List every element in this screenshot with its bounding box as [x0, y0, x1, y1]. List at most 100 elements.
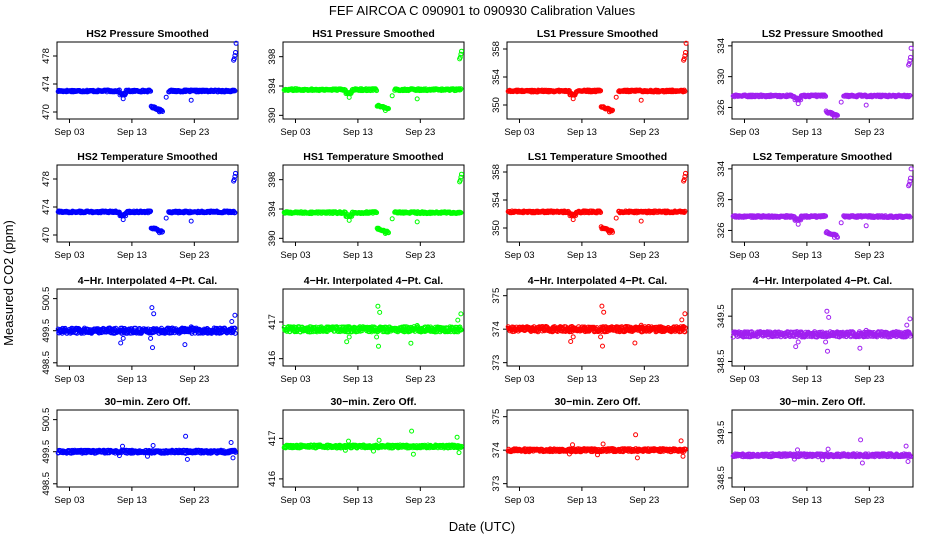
- data-point: [907, 93, 913, 98]
- data-point: [908, 175, 913, 181]
- data-point: [382, 108, 388, 113]
- data-point: [389, 216, 395, 222]
- data-point: [570, 217, 576, 223]
- data-point: [229, 319, 235, 324]
- panel-title: LS1 Temperature Smoothed: [528, 151, 667, 163]
- data-point: [638, 322, 644, 328]
- y-tick-label: 499.5: [41, 319, 52, 343]
- data-point: [188, 218, 194, 224]
- y-tick-label: 375: [491, 288, 502, 304]
- y-tick-label: 470: [41, 227, 52, 243]
- data-point: [232, 330, 238, 336]
- x-tick-label: Sep 03: [504, 374, 534, 385]
- panel-title: HS1 Temperature Smoothed: [303, 151, 443, 163]
- y-tick-label: 498.5: [41, 472, 52, 496]
- x-tick-label: Sep 23: [854, 374, 884, 385]
- plot-frame: [506, 164, 689, 243]
- data-point: [232, 325, 238, 331]
- panel-title: 30−min. Zero Off.: [104, 396, 190, 408]
- data-point: [374, 210, 380, 216]
- y-tick-label: 358: [491, 41, 502, 57]
- panel-ls1-4: 30−min. Zero Off.Sep 03 Sep 13 Sep 2337337…: [491, 396, 689, 506]
- panel-title: HS1 Pressure Smoothed: [312, 28, 435, 40]
- plot-frame: [282, 41, 465, 120]
- x-tick-label: Sep 23: [405, 127, 435, 138]
- panel-title: 4−Hr. Interpolated 4−Pt. Cal.: [304, 275, 444, 287]
- y-tick-label: 350: [491, 97, 502, 113]
- x-tick-label: Sep 13: [567, 250, 597, 261]
- x-tick-label: Sep 23: [405, 495, 435, 506]
- data-point: [233, 449, 238, 455]
- data-point: [459, 443, 464, 449]
- x-tick-label: Sep 03: [54, 250, 84, 261]
- x-tick-label: Sep 23: [179, 374, 209, 385]
- data-point: [683, 40, 689, 46]
- plot-frame: [506, 41, 689, 120]
- data-point: [377, 309, 383, 315]
- x-tick-label: Sep 03: [504, 495, 534, 506]
- data-point: [835, 234, 840, 240]
- panel-title: LS1 Pressure Smoothed: [537, 28, 658, 40]
- x-tick-label: Sep 03: [729, 374, 759, 385]
- x-tick-label: Sep 23: [629, 374, 659, 385]
- x-tick-label: Sep 23: [629, 495, 659, 506]
- y-tick-label: 330: [716, 69, 727, 85]
- data-point: [389, 93, 395, 99]
- data-point: [456, 450, 462, 456]
- data-point: [570, 96, 576, 102]
- data-point: [414, 323, 420, 328]
- x-tick-label: Sep 23: [405, 250, 435, 261]
- data-point: [231, 177, 237, 183]
- panel-title: 30−min. Zero Off.: [554, 396, 640, 408]
- panel-title: HS2 Pressure Smoothed: [86, 28, 209, 40]
- x-tick-label: Sep 03: [729, 127, 759, 138]
- data-point: [120, 217, 126, 223]
- data-point: [568, 339, 574, 344]
- y-tick-label: 375: [491, 409, 502, 425]
- data-point: [598, 88, 604, 94]
- data-point: [458, 86, 464, 92]
- data-point: [120, 335, 126, 341]
- y-tick-label: 398: [267, 49, 278, 65]
- y-tick-label: 470: [41, 104, 52, 120]
- data-point: [346, 438, 351, 444]
- data-point: [824, 308, 830, 314]
- x-tick-label: Sep 23: [629, 250, 659, 261]
- data-point: [230, 455, 236, 461]
- data-point: [458, 311, 464, 317]
- data-point: [795, 221, 801, 227]
- data-point: [793, 344, 799, 350]
- data-point: [823, 213, 829, 219]
- plot-frame: [282, 288, 465, 367]
- data-point: [344, 339, 350, 345]
- y-tick-label: 358: [491, 164, 502, 180]
- data-point: [232, 210, 238, 216]
- data-point: [682, 208, 688, 214]
- data-point: [156, 230, 162, 236]
- data-point: [145, 453, 150, 459]
- plot-frame: [731, 41, 914, 120]
- y-tick-label: 334: [716, 38, 727, 54]
- data-point: [371, 448, 376, 454]
- data-point: [599, 303, 605, 309]
- y-tick-label: 354: [491, 69, 502, 85]
- x-tick-label: Sep 23: [854, 250, 884, 261]
- y-tick-label: 349.5: [716, 304, 727, 328]
- data-point: [906, 61, 912, 67]
- data-point: [795, 339, 801, 345]
- data-point: [831, 114, 837, 120]
- y-tick-label: 374: [491, 442, 502, 458]
- data-point: [414, 219, 420, 225]
- data-point: [150, 443, 156, 448]
- data-point: [232, 88, 238, 94]
- x-tick-label: Sep 13: [343, 374, 373, 385]
- data-point: [907, 178, 913, 184]
- y-tick-label: 417: [267, 430, 278, 446]
- data-point: [838, 99, 844, 105]
- data-point: [184, 456, 190, 462]
- data-point: [148, 208, 154, 214]
- panel-ls2-3: 4−Hr. Interpolated 4−Pt. Cal.Sep 03 Sep 1…: [716, 275, 914, 385]
